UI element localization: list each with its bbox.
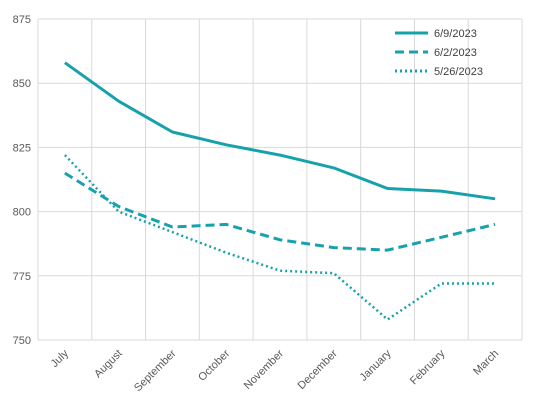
series-line-5-26-2023 xyxy=(63,154,496,321)
x-tick-label: November xyxy=(242,347,287,392)
y-tick-label: 750 xyxy=(13,335,31,347)
y-tick-label: 850 xyxy=(13,78,31,90)
x-tick-label: August xyxy=(92,348,125,381)
x-tick-label: December xyxy=(296,347,341,392)
x-tick-label: September xyxy=(132,347,179,394)
series-line-6-9-2023 xyxy=(64,61,496,201)
x-axis-ticks: July August September October November Decemb… xyxy=(49,347,502,394)
series-line-6-2-2023 xyxy=(64,171,496,252)
legend-label: 5/26/2023 xyxy=(434,66,483,78)
legend-label: 6/2/2023 xyxy=(434,47,477,59)
y-tick-label: 875 xyxy=(13,14,31,26)
y-tick-label: 825 xyxy=(13,142,31,154)
x-tick-label: March xyxy=(471,348,501,378)
x-tick-label: January xyxy=(358,347,395,384)
y-tick-label: 775 xyxy=(13,271,31,283)
y-axis-ticks: 750 775 800 825 850 875 xyxy=(13,14,31,347)
legend-label: 6/9/2023 xyxy=(434,28,477,40)
legend: 6/9/2023 6/2/2023 5/26/2023 xyxy=(395,28,483,78)
x-tick-label: October xyxy=(196,347,232,383)
series-lines xyxy=(63,61,496,321)
x-tick-label: July xyxy=(49,347,72,370)
x-tick-label: February xyxy=(408,347,448,387)
y-tick-label: 800 xyxy=(13,207,31,219)
